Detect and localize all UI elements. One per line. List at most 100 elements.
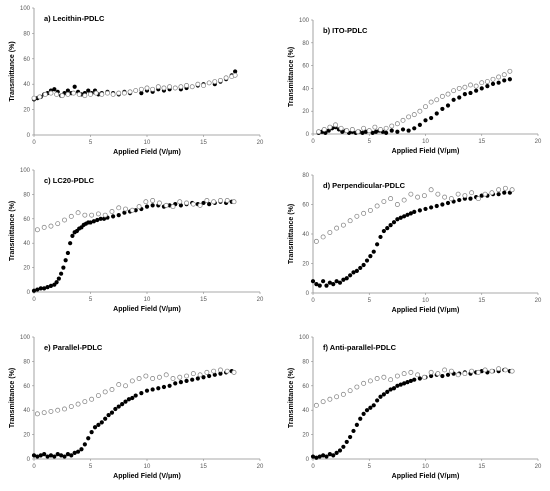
data-point-filled bbox=[406, 128, 411, 133]
data-point-filled bbox=[52, 454, 57, 459]
data-point-filled bbox=[405, 380, 410, 385]
x-tick-label: 0 bbox=[32, 464, 36, 470]
data-point-hollow bbox=[448, 368, 454, 374]
data-point-filled bbox=[178, 203, 183, 208]
data-point-filled bbox=[38, 453, 43, 458]
data-point-filled bbox=[69, 453, 74, 458]
data-point-filled bbox=[388, 387, 393, 392]
data-point-filled bbox=[337, 448, 343, 453]
data-point-filled bbox=[150, 387, 155, 392]
series-hollow bbox=[34, 367, 237, 417]
data-point-hollow bbox=[428, 99, 434, 105]
panel-title: d) Perpendicular-PDLC bbox=[323, 181, 406, 190]
data-point-filled bbox=[429, 205, 434, 210]
data-point-hollow bbox=[388, 377, 394, 383]
data-point-filled bbox=[42, 286, 47, 291]
data-point-filled bbox=[417, 122, 422, 127]
data-point-filled bbox=[212, 372, 217, 377]
data-point-filled bbox=[429, 115, 434, 121]
data-point-hollow bbox=[104, 90, 110, 96]
y-tick-label: 100 bbox=[20, 335, 31, 341]
data-point-hollow bbox=[211, 199, 217, 205]
y-axis-label: Transmittance (%) bbox=[288, 47, 295, 107]
data-point-hollow bbox=[109, 387, 115, 392]
panel-6: 0 20 40 60 80 100 0 5 10 15 20 f) Anti-parallel-PDL… bbox=[288, 335, 542, 480]
data-point-hollow bbox=[143, 199, 149, 205]
x-tick-label: 20 bbox=[535, 139, 542, 145]
data-point-hollow bbox=[34, 227, 40, 233]
data-point-filled bbox=[348, 434, 353, 440]
data-point-hollow bbox=[354, 384, 360, 390]
data-point-filled bbox=[61, 265, 66, 270]
data-point-hollow bbox=[340, 222, 346, 228]
data-point-filled bbox=[324, 283, 329, 288]
data-point-filled bbox=[56, 276, 61, 281]
data-point-filled bbox=[173, 381, 178, 386]
data-point-filled bbox=[130, 395, 135, 401]
data-point-filled bbox=[327, 280, 332, 285]
data-point-hollow bbox=[48, 90, 54, 96]
x-axis-label: Applied Field (V/μm) bbox=[113, 149, 181, 156]
data-point-hollow bbox=[82, 93, 88, 99]
data-point-hollow bbox=[129, 378, 135, 384]
data-point-hollow bbox=[381, 374, 387, 380]
data-point-hollow bbox=[99, 91, 105, 97]
data-point-hollow bbox=[320, 399, 326, 405]
data-point-hollow bbox=[150, 86, 156, 92]
y-tick-label: 60 bbox=[302, 384, 309, 390]
data-point-filled bbox=[233, 69, 238, 74]
data-point-hollow bbox=[462, 371, 468, 377]
data-point-hollow bbox=[217, 77, 223, 83]
x-tick-label: 10 bbox=[144, 464, 151, 470]
x-axis-label: Applied Field (V/μm) bbox=[113, 306, 181, 313]
data-point-filled bbox=[101, 216, 107, 221]
data-point-hollow bbox=[184, 83, 189, 88]
data-point-filled bbox=[417, 376, 422, 381]
x-tick-label: 10 bbox=[422, 298, 429, 304]
data-point-filled bbox=[65, 88, 70, 93]
data-point-hollow bbox=[123, 206, 128, 212]
series-hollow bbox=[313, 366, 515, 408]
data-point-filled bbox=[334, 279, 339, 284]
data-point-filled bbox=[59, 453, 64, 458]
y-tick-label: 60 bbox=[23, 217, 30, 223]
data-point-hollow bbox=[231, 369, 237, 375]
data-point-filled bbox=[55, 452, 60, 457]
y-tick-label: 20 bbox=[23, 108, 30, 114]
data-point-hollow bbox=[150, 376, 156, 381]
data-point-hollow bbox=[189, 84, 195, 90]
data-point-filled bbox=[375, 398, 380, 403]
data-point-filled bbox=[99, 420, 104, 425]
data-point-filled bbox=[317, 283, 322, 288]
data-point-filled bbox=[358, 265, 363, 271]
data-point-hollow bbox=[401, 197, 407, 203]
data-point-filled bbox=[361, 411, 366, 416]
data-point-filled bbox=[120, 402, 125, 407]
data-point-filled bbox=[445, 372, 451, 377]
data-point-hollow bbox=[468, 82, 473, 88]
data-point-filled bbox=[184, 378, 189, 384]
data-point-hollow bbox=[231, 199, 237, 205]
data-point-hollow bbox=[509, 368, 515, 374]
data-point-hollow bbox=[502, 185, 508, 191]
data-point-filled bbox=[95, 217, 100, 223]
data-point-hollow bbox=[378, 126, 383, 132]
data-point-hollow bbox=[177, 199, 183, 205]
data-point-filled bbox=[400, 127, 406, 132]
data-point-filled bbox=[321, 453, 326, 458]
y-tick-label: 100 bbox=[299, 18, 310, 24]
x-tick-label: 5 bbox=[368, 139, 372, 145]
data-point-filled bbox=[496, 192, 501, 197]
data-point-filled bbox=[31, 288, 37, 293]
data-point-hollow bbox=[190, 371, 196, 377]
data-point-hollow bbox=[423, 104, 428, 110]
data-point-filled bbox=[462, 92, 467, 97]
data-point-hollow bbox=[406, 114, 412, 120]
data-point-filled bbox=[75, 449, 81, 454]
data-point-filled bbox=[126, 397, 132, 402]
data-point-filled bbox=[42, 452, 47, 457]
data-point-hollow bbox=[344, 128, 350, 134]
data-point-filled bbox=[375, 242, 380, 247]
data-point-hollow bbox=[211, 368, 217, 374]
data-point-hollow bbox=[489, 190, 495, 196]
